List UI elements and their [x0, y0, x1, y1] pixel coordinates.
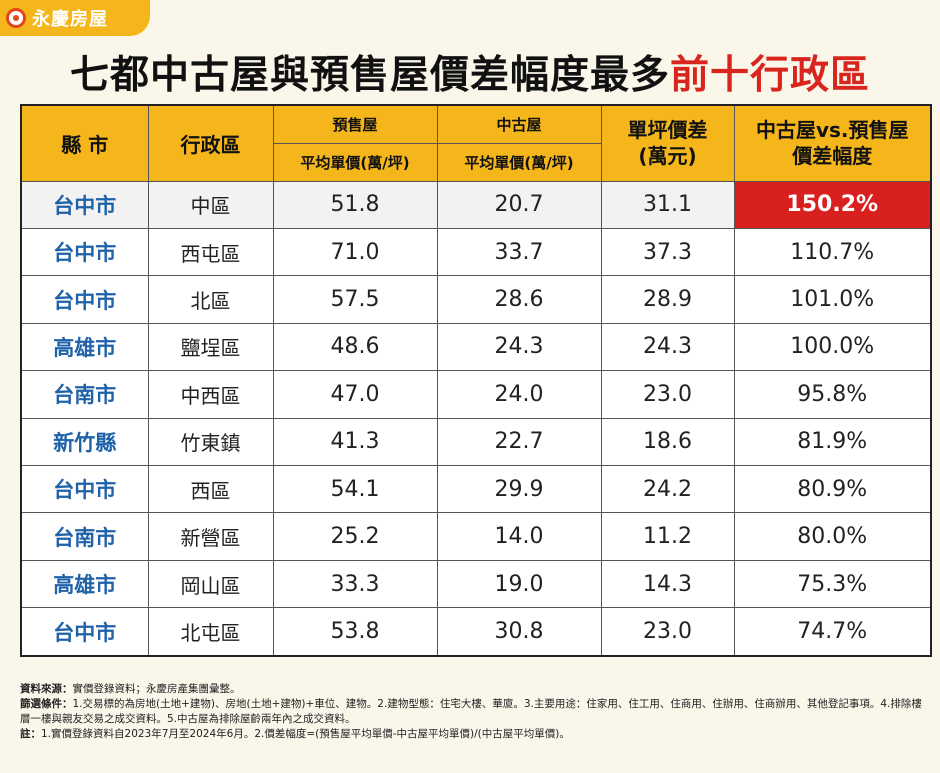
used-price-cell: 33.7 — [436, 227, 602, 277]
gap-ratio-cell: 75.3% — [733, 559, 932, 609]
used-price-cell: 24.3 — [436, 322, 602, 372]
header-used: 中古屋 — [436, 104, 602, 144]
price-diff-cell: 28.9 — [600, 275, 735, 324]
table-row: 台中市 北區 57.5 28.6 28.9 101.0% — [20, 275, 932, 324]
price-diff-cell: 11.2 — [600, 512, 735, 561]
gap-ratio-cell: 81.9% — [733, 417, 932, 467]
used-price-cell: 24.0 — [436, 370, 602, 419]
presale-price-cell: 48.6 — [272, 322, 438, 372]
presale-price-cell: 47.0 — [272, 370, 438, 419]
gap-ratio-cell: 100.0% — [733, 322, 932, 372]
header-presale-unit: 平均單價(萬/坪) — [272, 142, 438, 182]
price-diff-cell: 23.0 — [600, 370, 735, 419]
price-diff-cell: 14.3 — [600, 559, 735, 609]
district-cell: 北屯區 — [147, 607, 274, 657]
presale-price-cell: 33.3 — [272, 559, 438, 609]
district-cell: 西屯區 — [147, 227, 274, 277]
presale-price-cell: 41.3 — [272, 417, 438, 467]
gap-ratio-cell: 80.9% — [733, 465, 932, 514]
table-row: 台南市 中西區 47.0 24.0 23.0 95.8% — [20, 370, 932, 419]
used-price-cell: 14.0 — [436, 512, 602, 561]
city-cell: 台中市 — [20, 607, 149, 657]
header-district: 行政區 — [147, 104, 274, 182]
price-diff-cell: 37.3 — [600, 227, 735, 277]
district-cell: 北區 — [147, 275, 274, 324]
title-main: 七都中古屋與預售屋價差幅度最多 — [69, 53, 670, 98]
footnotes: 資料來源：實價登錄資料；永慶房產集團彙整。 篩選條件：1.交易標的為房地(土地+… — [20, 682, 930, 742]
city-cell: 台南市 — [20, 370, 149, 419]
district-cell: 鹽埕區 — [147, 322, 274, 372]
used-price-cell: 30.8 — [436, 607, 602, 657]
gap-ratio-cell: 95.8% — [733, 370, 932, 419]
price-diff-cell: 24.2 — [600, 465, 735, 514]
table-row: 新竹縣 竹東鎮 41.3 22.7 18.6 81.9% — [20, 417, 932, 467]
district-cell: 西區 — [147, 465, 274, 514]
brand-mark-icon — [6, 8, 26, 28]
city-cell: 台中市 — [20, 275, 149, 324]
city-cell: 高雄市 — [20, 322, 149, 372]
gap-ratio-cell: 101.0% — [733, 275, 932, 324]
used-price-cell: 22.7 — [436, 417, 602, 467]
table-row: 高雄市 岡山區 33.3 19.0 14.3 75.3% — [20, 559, 932, 609]
price-diff-cell: 23.0 — [600, 607, 735, 657]
table-row: 台中市 中區 51.8 20.7 31.1 150.2% — [20, 180, 932, 229]
city-cell: 台中市 — [20, 180, 149, 229]
table-row: 台中市 西屯區 71.0 33.7 37.3 110.7% — [20, 227, 932, 277]
used-price-cell: 20.7 — [436, 180, 602, 229]
header-ratio: 中古屋vs.預售屋 價差幅度 — [733, 104, 932, 182]
note-source: 資料來源：實價登錄資料；永慶房產集團彙整。 — [20, 683, 241, 695]
price-diff-cell: 24.3 — [600, 322, 735, 372]
presale-price-cell: 53.8 — [272, 607, 438, 657]
presale-price-cell: 54.1 — [272, 465, 438, 514]
gap-ratio-cell: 150.2% — [733, 180, 932, 229]
district-cell: 中西區 — [147, 370, 274, 419]
price-diff-cell: 31.1 — [600, 180, 735, 229]
city-cell: 高雄市 — [20, 559, 149, 609]
table-row: 台中市 北屯區 53.8 30.8 23.0 74.7% — [20, 607, 932, 657]
used-price-cell: 19.0 — [436, 559, 602, 609]
district-cell: 中區 — [147, 180, 274, 229]
header-diff: 單坪價差 (萬元) — [600, 104, 735, 182]
price-gap-table: 縣 市 行政區 預售屋 中古屋 單坪價差 (萬元) 中古屋vs.預售屋 價差幅度… — [20, 104, 932, 657]
header-presale: 預售屋 — [272, 104, 438, 144]
note-filter: 篩選條件：1.交易標的為房地(土地+建物)、房地(土地+建物)+車位、建物。2.… — [20, 698, 922, 725]
table-row: 台中市 西區 54.1 29.9 24.2 80.9% — [20, 465, 932, 514]
gap-ratio-cell: 110.7% — [733, 227, 932, 277]
table-row: 台南市 新營區 25.2 14.0 11.2 80.0% — [20, 512, 932, 561]
header-used-unit: 平均單價(萬/坪) — [436, 142, 602, 182]
page-title: 七都中古屋與預售屋價差幅度最多前十行政區 — [0, 44, 940, 100]
district-cell: 岡山區 — [147, 559, 274, 609]
table-row: 高雄市 鹽埕區 48.6 24.3 24.3 100.0% — [20, 322, 932, 372]
district-cell: 新營區 — [147, 512, 274, 561]
gap-ratio-cell: 74.7% — [733, 607, 932, 657]
used-price-cell: 29.9 — [436, 465, 602, 514]
presale-price-cell: 51.8 — [272, 180, 438, 229]
title-highlight: 前十行政區 — [670, 53, 871, 98]
header-city: 縣 市 — [20, 104, 149, 182]
brand-name: 永慶房屋 — [32, 9, 108, 30]
presale-price-cell: 25.2 — [272, 512, 438, 561]
price-diff-cell: 18.6 — [600, 417, 735, 467]
city-cell: 台中市 — [20, 227, 149, 277]
note-remark: 註：1.實價登錄資料自2023年7月至2024年6月。2.價差幅度=(預售屋平均… — [20, 728, 570, 740]
gap-ratio-cell: 80.0% — [733, 512, 932, 561]
used-price-cell: 28.6 — [436, 275, 602, 324]
city-cell: 新竹縣 — [20, 417, 149, 467]
brand-logo: 永慶房屋 — [0, 0, 150, 36]
presale-price-cell: 57.5 — [272, 275, 438, 324]
city-cell: 台中市 — [20, 465, 149, 514]
district-cell: 竹東鎮 — [147, 417, 274, 467]
presale-price-cell: 71.0 — [272, 227, 438, 277]
city-cell: 台南市 — [20, 512, 149, 561]
